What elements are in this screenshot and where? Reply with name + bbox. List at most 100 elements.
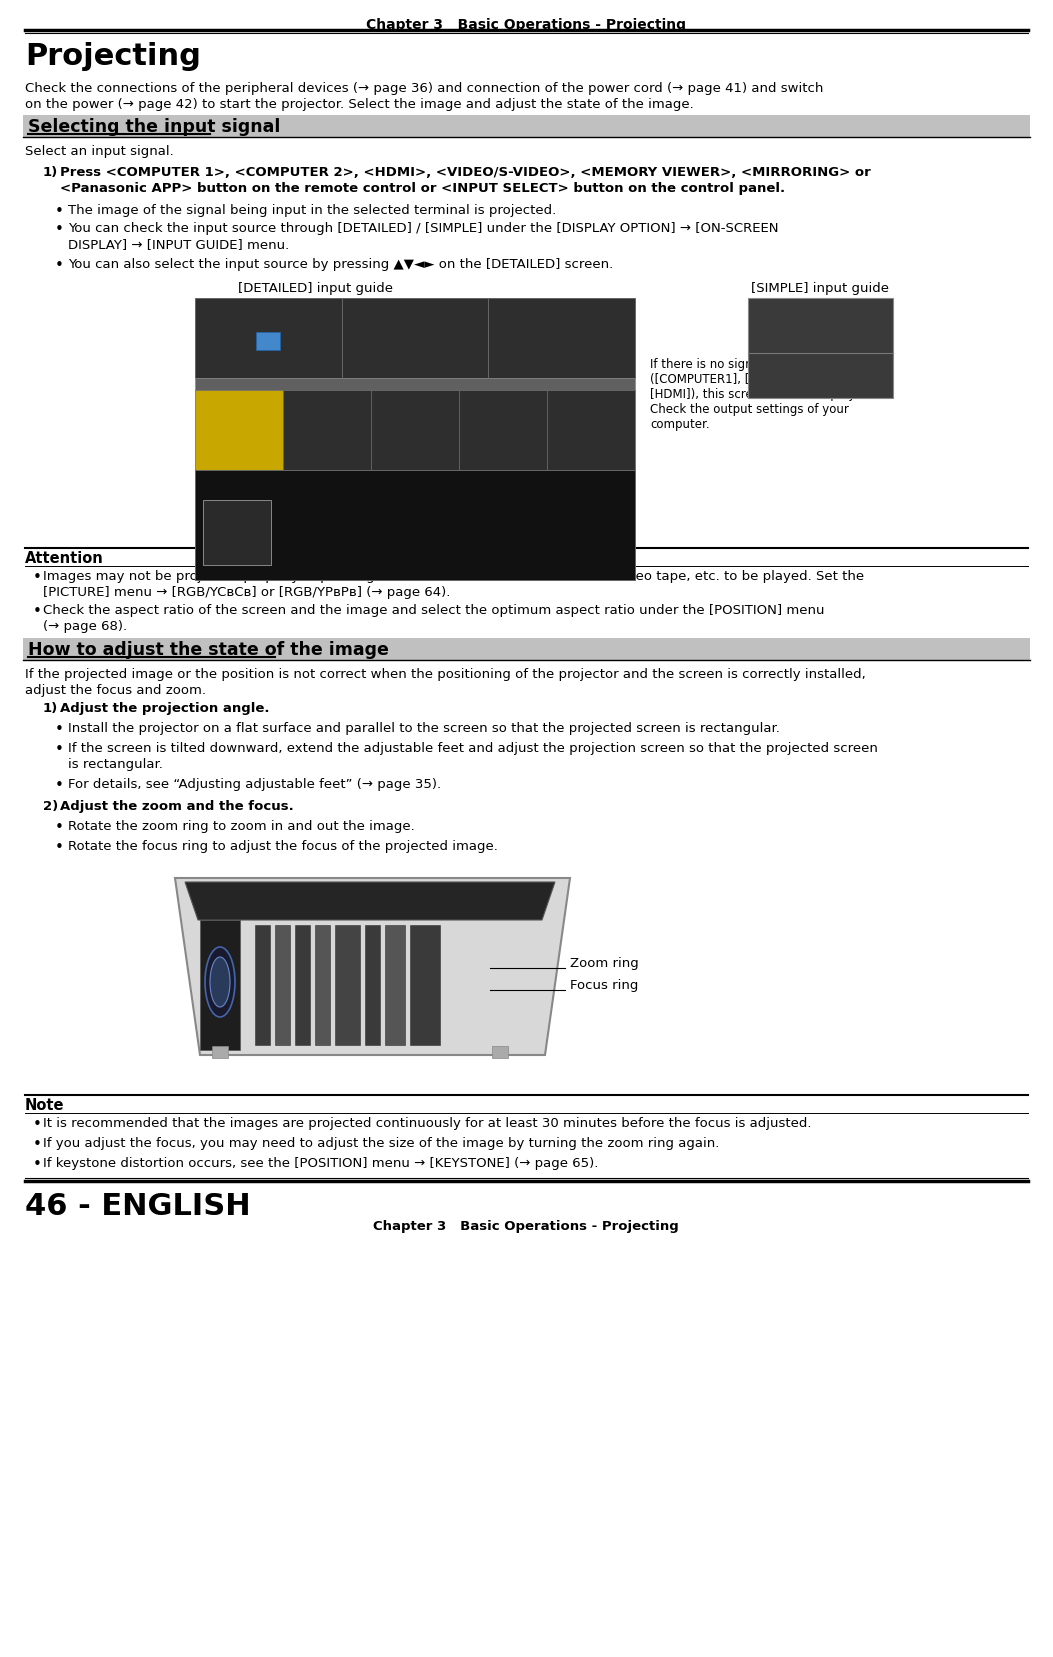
Text: COMPUTER 2 IN: COMPUTER 2 IN (298, 466, 356, 472)
Bar (195, 389, 283, 471)
Text: You can check the input source through [DETAILED] / [SIMPLE] under the [DISPLAY : You can check the input source through [… (68, 222, 778, 235)
Bar (459, 389, 547, 471)
Text: SXGA: SXGA (803, 366, 838, 379)
Text: •: • (55, 204, 64, 219)
Text: 1): 1) (43, 166, 58, 179)
Text: 2): 2) (43, 800, 58, 814)
Text: SXGA: SXGA (224, 451, 254, 461)
Bar (385, 925, 405, 1046)
Text: •: • (33, 1117, 42, 1132)
Text: 1): 1) (43, 703, 58, 716)
Text: Note: Note (25, 1099, 64, 1114)
Text: Chapter 3   Basic Operations - Projecting: Chapter 3 Basic Operations - Projecting (366, 18, 686, 31)
Text: Fn  F10: Fn F10 (425, 539, 451, 543)
Text: If there is no signal input: If there is no signal input (650, 358, 797, 371)
Text: The image of the signal being input in the selected terminal is projected.: The image of the signal being input in t… (68, 204, 556, 217)
Text: How to adjust the state of the image: How to adjust the state of the image (28, 641, 389, 659)
Bar (203, 500, 271, 565)
Text: Zoom ring: Zoom ring (570, 958, 639, 971)
Text: DISPLAY] → [INPUT GUIDE] menu.: DISPLAY] → [INPUT GUIDE] menu. (68, 239, 290, 250)
Text: 46 - ENGLISH: 46 - ENGLISH (25, 1191, 251, 1221)
Bar (23, 638, 1030, 659)
Text: adjust the focus and zoom.: adjust the focus and zoom. (25, 684, 206, 698)
Text: COMPUTER 1 IN: COMPUTER 1 IN (211, 466, 267, 472)
Text: Fn  F7: Fn F7 (425, 509, 446, 514)
Bar (371, 389, 459, 471)
Text: VIEWER: VIEWER (252, 316, 285, 326)
Bar (341, 298, 489, 378)
Text: ?: ? (226, 502, 247, 535)
Text: [DETAILED] input guide: [DETAILED] input guide (238, 282, 394, 295)
Bar (275, 925, 290, 1046)
Text: •: • (55, 258, 64, 273)
Text: Fn  F8: Fn F8 (425, 570, 446, 577)
Bar (335, 925, 360, 1046)
Text: It is recommended that the images are projected continuously for at least 30 min: It is recommended that the images are pr… (43, 1117, 812, 1130)
Text: Projecting: Projecting (25, 41, 201, 71)
Bar (255, 925, 270, 1046)
Text: •: • (33, 1157, 42, 1171)
Text: Panasonic: Panasonic (377, 482, 453, 495)
Polygon shape (185, 882, 555, 920)
Text: is rectangular.: is rectangular. (68, 757, 163, 771)
Bar (212, 1046, 229, 1059)
Text: For details, see “Adjusting adjustable feet” (→ page 35).: For details, see “Adjusting adjustable f… (68, 779, 441, 790)
Bar (195, 471, 635, 580)
Text: •: • (55, 820, 64, 835)
Text: ►: ► (247, 423, 255, 432)
Text: •: • (33, 570, 42, 585)
Bar (195, 378, 635, 389)
Text: ([COMPUTER1], [COMPUTER2] or: ([COMPUTER1], [COMPUTER2] or (650, 373, 843, 386)
Text: Chapter 3   Basic Operations - Projecting: Chapter 3 Basic Operations - Projecting (373, 1220, 679, 1233)
Bar (410, 925, 440, 1046)
Text: COMPUTER1: COMPUTER1 (781, 320, 859, 333)
Text: •: • (33, 1137, 42, 1152)
Text: If the projected image or the position is not correct when the positioning of th: If the projected image or the position i… (25, 668, 866, 681)
Text: HDMI: HDMI (405, 466, 424, 472)
Text: If you adjust the focus, you may need to adjust the size of the image by turning: If you adjust the focus, you may need to… (43, 1137, 719, 1150)
Text: •: • (55, 840, 64, 855)
Text: Images may not be projected properly depending on the connected device and DVD, : Images may not be projected properly dep… (43, 570, 865, 583)
Text: If keystone distortion occurs, see the [POSITION] menu → [KEYSTONE] (→ page 65).: If keystone distortion occurs, see the [… (43, 1157, 598, 1170)
Text: ◄: ◄ (219, 423, 226, 432)
Bar (195, 298, 341, 378)
Text: Panasonic: Panasonic (540, 308, 583, 316)
Text: computer.: computer. (650, 418, 710, 431)
Text: Focus ring: Focus ring (570, 979, 638, 993)
Bar (365, 925, 380, 1046)
Text: Press <COMPUTER 1>, <COMPUTER 2>, <HDMI>, <VIDEO/S-VIDEO>, <MEMORY VIEWER>, <MIR: Press <COMPUTER 1>, <COMPUTER 2>, <HDMI>… (60, 166, 871, 179)
Text: [PICTURE] menu → [RGB/YCвCв] or [RGB/YPвPв] (→ page 64).: [PICTURE] menu → [RGB/YCвCв] or [RGB/YPв… (43, 587, 451, 598)
Text: Attention: Attention (25, 552, 104, 567)
Text: Check the connections of the peripheral devices (→ page 36) and connection of th: Check the connections of the peripheral … (25, 81, 823, 94)
Text: APPLICATION: APPLICATION (534, 316, 590, 326)
Bar (295, 925, 310, 1046)
Text: •: • (55, 722, 64, 737)
Text: Fn  F4: Fn F4 (425, 562, 446, 568)
Text: Install the projector on a flat surface and parallel to the screen so that the p: Install the projector on a flat surface … (68, 722, 780, 736)
Text: Select an input signal.: Select an input signal. (25, 146, 174, 157)
Bar (283, 389, 371, 471)
Text: lenovo / LG: lenovo / LG (290, 509, 330, 514)
Text: MEMORY: MEMORY (250, 308, 287, 316)
Text: VIDEO IN: VIDEO IN (486, 466, 519, 472)
Text: Adjust the projection angle.: Adjust the projection angle. (60, 703, 270, 716)
Text: Check the aspect ratio of the screen and the image and select the optimum aspect: Check the aspect ratio of the screen and… (43, 605, 824, 616)
Text: <Panasonic APP> button on the remote control or <INPUT SELECT> button on the con: <Panasonic APP> button on the remote con… (60, 182, 786, 196)
Text: [SIMPLE] input guide: [SIMPLE] input guide (751, 282, 889, 295)
Text: Adjust the zoom and the focus.: Adjust the zoom and the focus. (60, 800, 294, 814)
Bar (748, 298, 893, 398)
Text: SONY: SONY (290, 515, 310, 522)
Text: •: • (33, 605, 42, 620)
Text: HP: HP (290, 562, 299, 568)
Bar (315, 925, 330, 1046)
Text: •: • (55, 222, 64, 237)
Text: NEC: NEC (290, 550, 304, 557)
Text: •: • (55, 742, 64, 757)
Text: ▲: ▲ (235, 399, 243, 409)
Text: You can also select the input source by pressing ▲▼◄► on the [DETAILED] screen.: You can also select the input source by … (68, 258, 613, 272)
Text: USB A: USB A (256, 365, 281, 373)
Text: •: • (55, 779, 64, 794)
Text: Check the output settings of your: Check the output settings of your (650, 403, 849, 416)
Bar (547, 389, 635, 471)
Ellipse shape (210, 958, 230, 1007)
